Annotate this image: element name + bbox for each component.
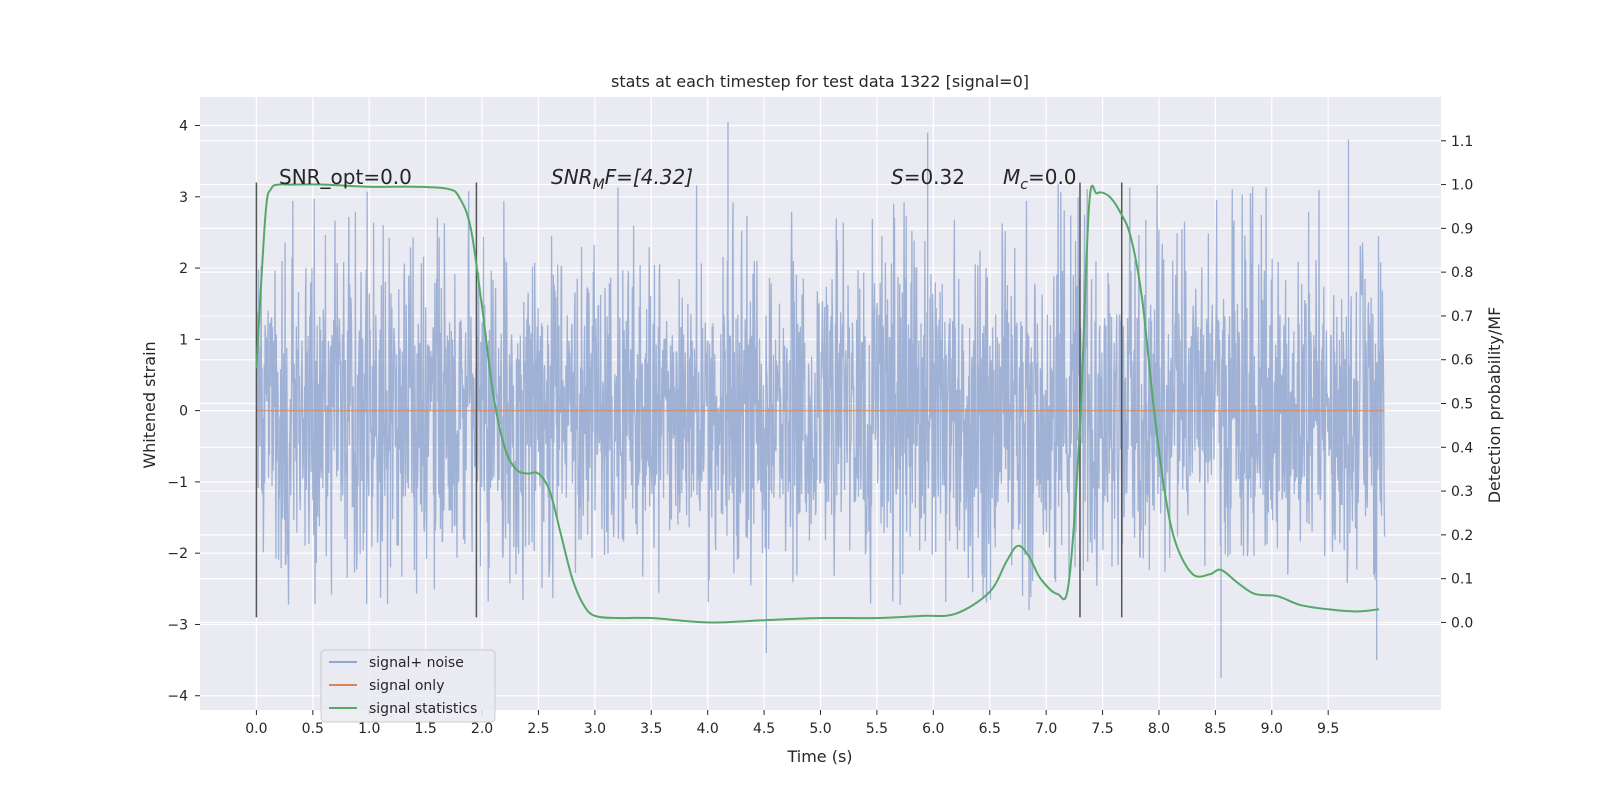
x-tick-label-7: 3.5 — [640, 721, 662, 737]
x-tick-label-15: 7.5 — [1091, 721, 1113, 737]
x-tick-label-4: 2.0 — [471, 721, 493, 737]
y-tick-label-6: 2 — [179, 261, 188, 277]
x-tick-label-11: 5.5 — [866, 721, 888, 737]
annotation-mc-value: =0.0 — [1028, 165, 1077, 189]
y2-tick-label-0: 0.0 — [1451, 615, 1473, 631]
vertical-markers — [255, 182, 1123, 618]
annotation-s-value: =0.32 — [904, 165, 965, 189]
x-axis-ticks: 0.0 0.5 1.0 1.5 2.0 2.5 3.0 3.5 4.0 4.5 5.0 5.5 6.0 6… — [245, 710, 1339, 737]
annotation-snr-mf-prefix: SNR — [551, 165, 593, 189]
annotation-snr-mf: SNRMF=[4.32] — [551, 165, 693, 193]
y-tick-label-8: 4 — [179, 119, 188, 135]
x-tick-label-1: 0.5 — [302, 721, 324, 737]
y2-tick-label-4: 0.4 — [1451, 440, 1473, 456]
legend-label-signal-only: signal only — [369, 678, 444, 694]
annotation-s-name: S — [891, 165, 904, 189]
x-tick-label-9: 4.5 — [753, 721, 775, 737]
y-tick-label-1: −3 — [167, 617, 188, 633]
y2-tick-label-1: 0.1 — [1451, 572, 1473, 588]
x-tick-label-19: 9.5 — [1317, 721, 1339, 737]
y2-tick-label-9: 0.9 — [1451, 221, 1473, 237]
y-axis-ticks: −4 −3 −2 −1 0 1 2 3 4 — [167, 119, 200, 705]
y-tick-label-3: −1 — [167, 475, 188, 491]
y2-tick-label-8: 0.8 — [1451, 265, 1473, 281]
x-tick-label-17: 8.5 — [1204, 721, 1226, 737]
x-tick-label-18: 9.0 — [1261, 721, 1283, 737]
signal-noise-line — [255, 121, 1386, 678]
y2-axis-ticks: 0.0 0.1 0.2 0.3 0.4 0.5 0.6 0.7 0.8 0.9 1.0 1.1 — [1441, 134, 1473, 631]
chart-title: stats at each timestep for test data 132… — [611, 72, 1029, 91]
annotation-mc-sub: c — [1020, 177, 1028, 193]
x-axis-label: Time (s) — [786, 747, 852, 766]
x-tick-label-10: 5.0 — [809, 721, 831, 737]
signal-noise-series — [255, 121, 1386, 678]
annotation-snr-opt: SNR_opt=0.0 — [279, 165, 412, 189]
y2-tick-label-5: 0.5 — [1451, 397, 1473, 413]
y2-tick-label-10: 1.0 — [1451, 178, 1473, 194]
y-tick-label-5: 1 — [179, 332, 188, 348]
y2-tick-label-2: 0.2 — [1451, 528, 1473, 544]
annotation-mc: Mc=0.0 — [1003, 165, 1077, 193]
annotation-snr-mf-sub: M — [593, 177, 605, 193]
annotation-snr-mf-suffix: F=[4.32] — [605, 165, 693, 189]
y2-tick-label-11: 1.1 — [1451, 134, 1473, 150]
x-tick-label-0: 0.0 — [245, 721, 267, 737]
legend-label-signal-statistics: signal statistics — [369, 701, 477, 717]
x-tick-label-13: 6.5 — [979, 721, 1001, 737]
y2-tick-label-6: 0.6 — [1451, 353, 1473, 369]
legend: signal+ noise signal only signal statist… — [320, 649, 496, 723]
y-axis-label: Whitened strain — [140, 341, 159, 468]
signal-statistics-line — [255, 183, 1380, 624]
x-tick-label-8: 4.0 — [697, 721, 719, 737]
x-tick-label-5: 2.5 — [527, 721, 549, 737]
y-tick-label-4: 0 — [179, 404, 188, 420]
legend-label-signal-noise: signal+ noise — [369, 655, 464, 671]
y2-tick-label-7: 0.7 — [1451, 309, 1473, 325]
x-tick-label-12: 6.0 — [922, 721, 944, 737]
annotation-s: S=0.32 — [891, 165, 965, 189]
legend-box — [320, 649, 496, 723]
annotation-mc-name: M — [1003, 165, 1020, 189]
y-tick-label-0: −4 — [167, 689, 188, 705]
y2-axis-label: Detection probability/MF — [1485, 307, 1504, 504]
x-tick-label-14: 7.0 — [1035, 721, 1057, 737]
y-tick-label-2: −2 — [167, 546, 188, 562]
x-tick-label-16: 8.0 — [1148, 721, 1170, 737]
signal-statistics-series — [255, 183, 1380, 624]
y2-tick-label-3: 0.3 — [1451, 484, 1473, 500]
x-tick-label-3: 1.5 — [415, 721, 437, 737]
y-tick-label-7: 3 — [179, 190, 188, 206]
x-tick-label-6: 3.0 — [584, 721, 606, 737]
x-tick-label-2: 1.0 — [358, 721, 380, 737]
